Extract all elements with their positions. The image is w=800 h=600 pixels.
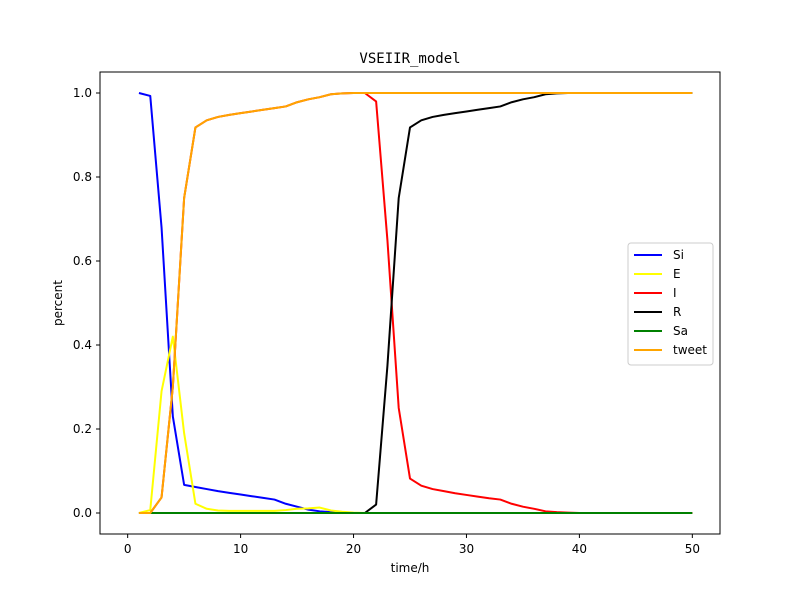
y-tick-label: 0.6: [73, 254, 92, 268]
x-tick-label: 40: [572, 542, 587, 556]
y-tick-label: 0.2: [73, 422, 92, 436]
y-tick-label: 1.0: [73, 86, 92, 100]
legend-label-tweet: tweet: [673, 343, 707, 357]
legend-label-si: Si: [673, 248, 684, 262]
y-tick-label: 0.8: [73, 170, 92, 184]
x-tick-label: 30: [459, 542, 474, 556]
legend-label-sa: Sa: [673, 324, 688, 338]
series-layer: [138, 92, 693, 514]
x-axis: 0 10 20 30 40 50: [124, 534, 700, 556]
x-tick-label: 0: [124, 542, 132, 556]
chart-title: VSEIIR_model: [359, 51, 460, 67]
y-axis: 0.0 0.2 0.4 0.6 0.8 1.0: [73, 86, 100, 520]
plot-frame: [99, 71, 721, 535]
y-tick-label: 0.0: [73, 506, 92, 520]
y-tick-label: 0.4: [73, 338, 92, 352]
x-tick-label: 50: [685, 542, 700, 556]
legend-label-r: R: [673, 305, 681, 319]
y-axis-label: percent: [51, 280, 65, 326]
legend: Si EIR Sa tweet: [627, 242, 714, 366]
x-axis-label: time/h: [391, 561, 430, 575]
x-tick-label: 20: [346, 542, 361, 556]
legend-label-e: E: [673, 267, 681, 281]
x-tick-label: 10: [233, 542, 248, 556]
legend-label-i: I: [673, 286, 677, 300]
series-line-tweet: [138, 92, 693, 514]
